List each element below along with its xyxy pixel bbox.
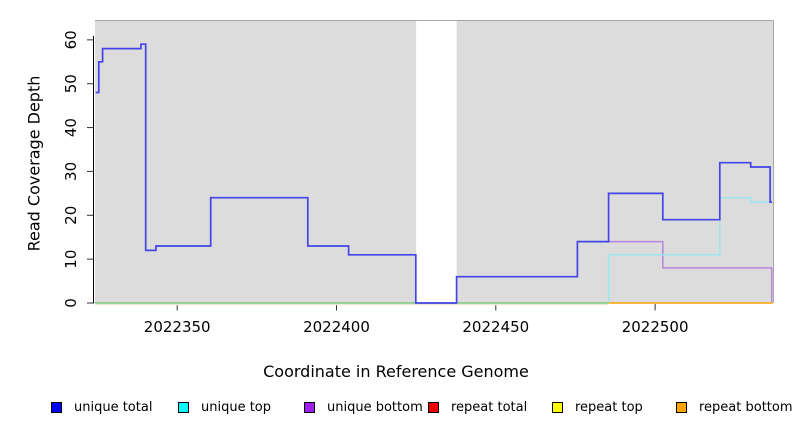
legend: unique total unique top unique bottom repea… [0, 398, 792, 420]
legend-swatch-unique-bottom [304, 401, 315, 413]
x-tick-label: 2022450 [462, 318, 529, 336]
legend-item-repeat-bottom: repeat bottom [676, 398, 792, 416]
x-axis-title: Coordinate in Reference Genome [263, 362, 529, 381]
y-tick-label: 40 [62, 118, 80, 137]
y-tick-label: 0 [62, 298, 80, 308]
legend-item-unique-top: unique top [178, 398, 271, 416]
y-axis-title: Read Coverage Depth [24, 75, 44, 252]
y-tick-label: 30 [62, 162, 80, 181]
legend-swatch-repeat-top [552, 401, 563, 413]
legend-label: repeat top [575, 399, 643, 415]
legend-swatch-repeat-bottom [676, 401, 687, 413]
x-tick-label: 2022350 [144, 318, 211, 336]
series-unique-total [95, 43, 772, 304]
legend-item-unique-bottom: unique bottom [304, 398, 423, 416]
legend-label: repeat bottom [699, 399, 792, 415]
legend-label: unique bottom [327, 399, 423, 415]
y-tick-label: 50 [62, 74, 80, 93]
legend-label: unique top [201, 399, 272, 415]
coverage-gap-band [416, 21, 457, 303]
legend-item-repeat-top: repeat top [552, 398, 643, 416]
legend-swatch-unique-top [178, 401, 189, 413]
legend-item-unique-total: unique total [51, 398, 152, 416]
legend-item-repeat-total: repeat total [428, 398, 527, 416]
y-tick-label: 60 [62, 30, 80, 49]
y-tick-label: 20 [62, 206, 80, 225]
legend-label: repeat total [451, 399, 528, 415]
series-unique-bottom [608, 240, 773, 303]
x-tick-label: 2022400 [303, 318, 370, 336]
y-tick-label: 10 [62, 250, 80, 269]
legend-label: unique total [74, 399, 153, 415]
x-tick-label: 2022500 [622, 318, 689, 336]
legend-swatch-repeat-total [428, 401, 439, 413]
legend-swatch-unique-total [51, 401, 62, 413]
